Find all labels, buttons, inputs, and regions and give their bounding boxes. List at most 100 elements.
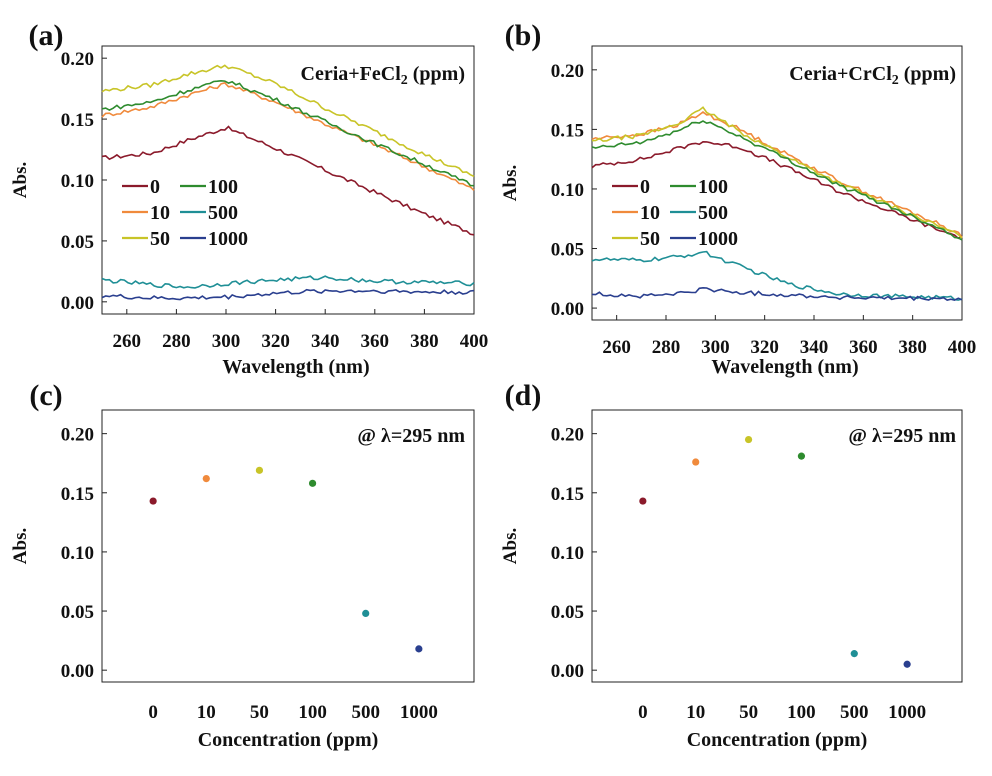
legend-label-500: 500 xyxy=(208,202,238,224)
y-tick-label: 0.00 xyxy=(61,661,94,682)
panel-letter: (c) xyxy=(29,379,62,412)
panel-title: Ceria+FeCl2 (ppm) xyxy=(301,63,465,88)
y-tick-label: 0.10 xyxy=(61,543,94,564)
data-point-500 xyxy=(362,609,370,618)
panel-a: (a) 0.00 0.05 0.10 0.15 0.20 Abs. Wavelength (n… xyxy=(10,19,488,378)
panel-letter: (b) xyxy=(505,19,542,52)
data-point-100 xyxy=(308,479,317,487)
data-point-10 xyxy=(202,474,210,483)
x-tick-label: 280 xyxy=(652,337,681,358)
panel-annotation: @ λ=295 nm xyxy=(357,425,465,447)
y-tick-label: 0.05 xyxy=(551,240,584,261)
x-tick-label: 500 xyxy=(840,702,869,723)
series-line-500 xyxy=(591,250,963,301)
series-line-0 xyxy=(101,125,475,236)
y-tick-label: 0.05 xyxy=(551,602,584,623)
x-axis-label: Wavelength (nm) xyxy=(711,356,858,378)
series-line-50 xyxy=(591,106,963,239)
series-line-500 xyxy=(101,275,475,289)
x-tick-label: 10 xyxy=(686,702,705,723)
plot-frame xyxy=(591,45,963,321)
data-point-500 xyxy=(850,650,858,658)
panel-b: (b) 0.00 0.05 0.10 0.15 0.20 Abs. Wavelength (n… xyxy=(500,19,976,378)
series-line-0 xyxy=(591,140,963,240)
panel-title: Ceria+CrCl2 (ppm) xyxy=(789,63,956,88)
y-tick-label: 0.05 xyxy=(61,602,94,623)
x-axis-label: Concentration (ppm) xyxy=(687,729,868,751)
x-tick-label: 340 xyxy=(800,337,829,358)
x-tick-label: 380 xyxy=(898,337,927,358)
legend-label-1000: 1000 xyxy=(208,228,248,250)
data-point-10 xyxy=(692,458,700,466)
x-tick-label: 1000 xyxy=(888,702,926,723)
legend-label-100: 100 xyxy=(698,176,728,198)
panel-letter: (d) xyxy=(505,379,542,412)
data-point-50 xyxy=(744,435,753,444)
x-tick-label: 260 xyxy=(113,331,142,352)
x-tick-label: 260 xyxy=(602,337,631,358)
x-tick-label: 400 xyxy=(948,337,977,358)
y-axis-label: Abs. xyxy=(500,165,521,201)
x-tick-label: 300 xyxy=(212,331,241,352)
data-point-100 xyxy=(797,452,806,460)
legend-label-10: 10 xyxy=(150,202,170,224)
x-tick-label: 100 xyxy=(787,702,816,723)
x-tick-label: 50 xyxy=(739,702,758,723)
plot-frame xyxy=(101,409,475,683)
legend-label-500: 500 xyxy=(698,202,728,224)
x-tick-label: 1000 xyxy=(400,702,438,723)
y-tick-label: 0.10 xyxy=(551,180,584,201)
legend-label-1000: 1000 xyxy=(698,228,738,250)
x-tick-label: 360 xyxy=(849,337,878,358)
plot-frame xyxy=(591,409,963,683)
y-tick-label: 0.20 xyxy=(551,425,584,446)
data-point-0 xyxy=(639,497,647,505)
y-tick-label: 0.20 xyxy=(61,425,94,446)
y-tick-label: 0.15 xyxy=(551,120,584,141)
x-axis-label: Wavelength (nm) xyxy=(222,356,369,378)
x-tick-label: 300 xyxy=(701,337,730,358)
legend-label-10: 10 xyxy=(640,202,660,224)
x-tick-label: 380 xyxy=(410,331,439,352)
data-point-1000 xyxy=(903,660,911,668)
series-line-50 xyxy=(101,64,475,178)
y-tick-label: 0.10 xyxy=(551,543,584,564)
legend-label-50: 50 xyxy=(640,228,660,250)
y-tick-label: 0.15 xyxy=(551,484,584,505)
panel-annotation: @ λ=295 nm xyxy=(848,425,956,447)
series-line-100 xyxy=(591,120,963,241)
y-axis-label: Abs. xyxy=(500,528,521,564)
series-line-1000 xyxy=(591,286,963,302)
y-tick-label: 0.00 xyxy=(551,299,584,320)
x-tick-label: 320 xyxy=(750,337,779,358)
y-tick-label: 0.15 xyxy=(61,484,94,505)
panel-c: (c) 0.00 0.05 0.10 0.15 0.20 Abs. Concentration… xyxy=(10,379,475,751)
x-tick-label: 0 xyxy=(148,702,158,723)
legend-label-0: 0 xyxy=(640,176,650,198)
y-tick-label: 0.15 xyxy=(61,110,94,131)
data-point-1000 xyxy=(415,645,423,653)
data-point-50 xyxy=(255,466,264,474)
y-tick-label: 0.10 xyxy=(61,171,94,192)
x-tick-label: 320 xyxy=(261,331,290,352)
x-axis-label: Concentration (ppm) xyxy=(198,729,379,751)
series-line-1000 xyxy=(101,288,475,301)
y-tick-label: 0.20 xyxy=(61,49,94,70)
x-tick-label: 500 xyxy=(351,702,380,723)
y-tick-label: 0.05 xyxy=(61,232,94,253)
y-tick-label: 0.20 xyxy=(551,61,584,82)
panel-d: (d) 0.00 0.05 0.10 0.15 0.20 Abs. Concentration… xyxy=(500,379,963,751)
series-line-10 xyxy=(101,81,475,191)
x-tick-label: 360 xyxy=(361,331,390,352)
y-tick-label: 0.00 xyxy=(61,293,94,314)
series-line-100 xyxy=(101,79,475,187)
legend-label-0: 0 xyxy=(150,176,160,198)
legend-label-100: 100 xyxy=(208,176,238,198)
x-tick-label: 100 xyxy=(298,702,327,723)
y-axis-label: Abs. xyxy=(10,162,31,198)
panel-letter: (a) xyxy=(29,19,64,52)
x-tick-label: 10 xyxy=(197,702,216,723)
data-point-0 xyxy=(149,497,157,505)
legend-label-50: 50 xyxy=(150,228,170,250)
